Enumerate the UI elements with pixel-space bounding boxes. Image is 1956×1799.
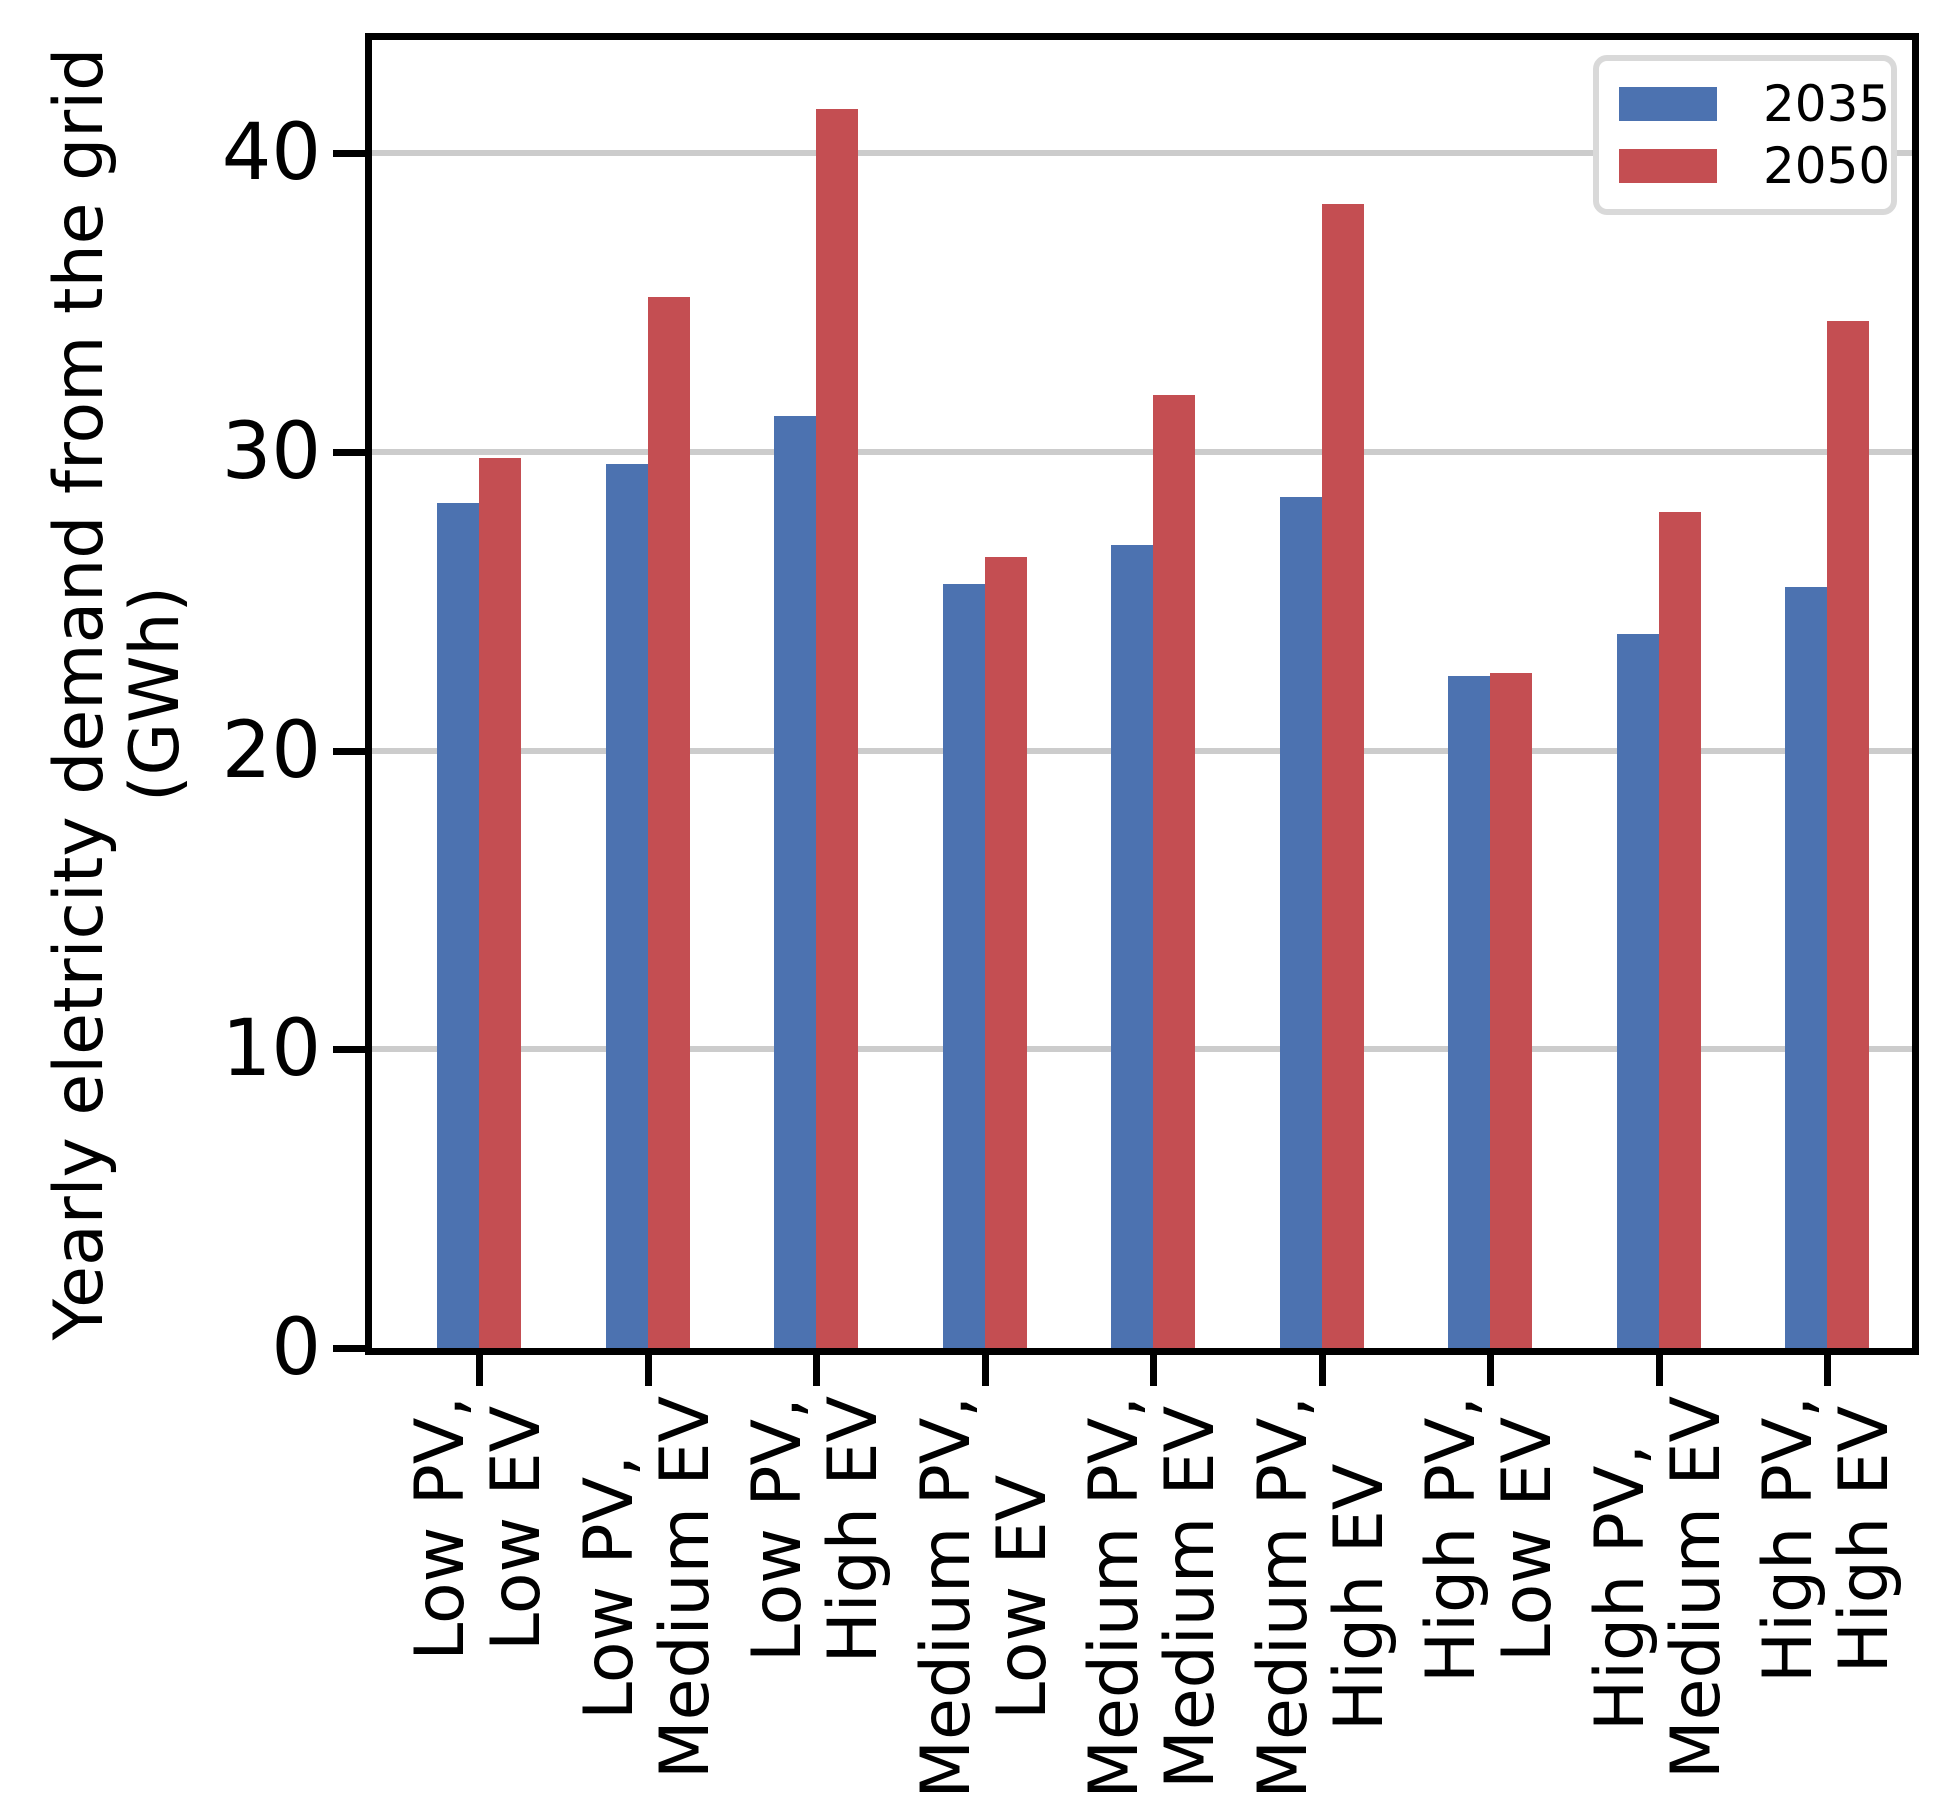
- legend-item-2050: 2050: [1619, 141, 1891, 191]
- legend-item-2035: 2035: [1619, 79, 1891, 129]
- bar-2050-medium-pv-high-ev: [1321, 204, 1364, 1348]
- bar-2035-high-pv-medium-ev: [1616, 634, 1659, 1348]
- x-tick-low-pv-high-ev: [813, 1348, 820, 1386]
- bar-2050-medium-pv-low-ev: [984, 556, 1027, 1348]
- y-tick-10: [333, 1046, 365, 1054]
- bar-2035-low-pv-medium-ev: [605, 464, 648, 1348]
- x-tick-label-text: Medium PV, Low EV: [906, 1396, 1062, 1799]
- bar-2035-high-pv-high-ev: [1785, 586, 1827, 1348]
- gridline-30: [372, 449, 1912, 456]
- x-tick-medium-pv-low-ev: [981, 1348, 989, 1386]
- bar-2050-low-pv-low-ev: [479, 458, 521, 1348]
- gridline-40: [372, 150, 1912, 157]
- y-tick-label-40: 40: [221, 108, 321, 199]
- y-axis-label-line2: (GWh): [116, 585, 195, 803]
- bar-2035-medium-pv-high-ev: [1279, 496, 1322, 1348]
- bar-2035-medium-pv-medium-ev: [1111, 544, 1153, 1348]
- y-tick-label-30: 30: [221, 407, 321, 498]
- bar-2050-high-pv-medium-ev: [1658, 511, 1701, 1348]
- bar-2035-high-pv-low-ev: [1448, 676, 1490, 1348]
- x-tick-label-text: High PV, High EV: [1748, 1396, 1904, 1684]
- y-tick-label-10: 10: [221, 1004, 321, 1095]
- x-tick-medium-pv-high-ev: [1318, 1348, 1326, 1386]
- y-tick-label-0: 0: [271, 1303, 321, 1393]
- y-axis-label-line1: Yearly eletricity demand from the grid: [39, 47, 119, 1341]
- legend: 2035 2050: [1593, 55, 1897, 215]
- bar-2050-low-pv-high-ev: [816, 108, 858, 1348]
- bar-2050-high-pv-high-ev: [1827, 320, 1869, 1348]
- x-tick-label-text: Low PV, Medium EV: [569, 1396, 725, 1779]
- x-tick-label-text: High PV, Medium EV: [1580, 1396, 1736, 1779]
- bar-2035-medium-pv-low-ev: [942, 583, 985, 1348]
- x-tick-high-pv-low-ev: [1487, 1348, 1494, 1386]
- legend-label-2035: 2035: [1763, 75, 1891, 133]
- plot-area: [365, 33, 1919, 1355]
- bar-2050-high-pv-low-ev: [1490, 673, 1532, 1348]
- y-tick-40: [333, 150, 365, 158]
- bar-2050-medium-pv-medium-ev: [1153, 395, 1195, 1348]
- x-tick-high-pv-high-ev: [1824, 1348, 1831, 1386]
- x-tick-label-text: Medium PV, Medium EV: [1074, 1396, 1230, 1799]
- bar-2050-low-pv-medium-ev: [647, 296, 690, 1348]
- bar-2035-low-pv-high-ev: [774, 416, 816, 1348]
- bar-chart-figure: Yearly eletricity demand from the grid (…: [39, 33, 1919, 1799]
- x-tick-label-text: Low PV, Low EV: [400, 1396, 556, 1661]
- x-tick-low-pv-medium-ev: [644, 1348, 652, 1386]
- x-tick-high-pv-medium-ev: [1655, 1348, 1663, 1386]
- legend-swatch-2035: [1619, 87, 1717, 121]
- y-tick-30: [333, 449, 365, 457]
- x-tick-label-text: High PV, Low EV: [1411, 1396, 1567, 1684]
- x-tick-label-text: Low PV, High EV: [737, 1396, 893, 1664]
- legend-swatch-2050: [1619, 149, 1717, 183]
- x-tick-low-pv-low-ev: [476, 1348, 483, 1386]
- bar-2035-low-pv-low-ev: [437, 502, 479, 1348]
- y-tick-20: [333, 747, 365, 755]
- y-tick-label-20: 20: [221, 705, 321, 796]
- y-tick-0: [333, 1345, 365, 1352]
- x-tick-label-text: Medium PV, High EV: [1243, 1396, 1399, 1799]
- x-tick-medium-pv-medium-ev: [1150, 1348, 1157, 1386]
- legend-label-2050: 2050: [1763, 137, 1891, 195]
